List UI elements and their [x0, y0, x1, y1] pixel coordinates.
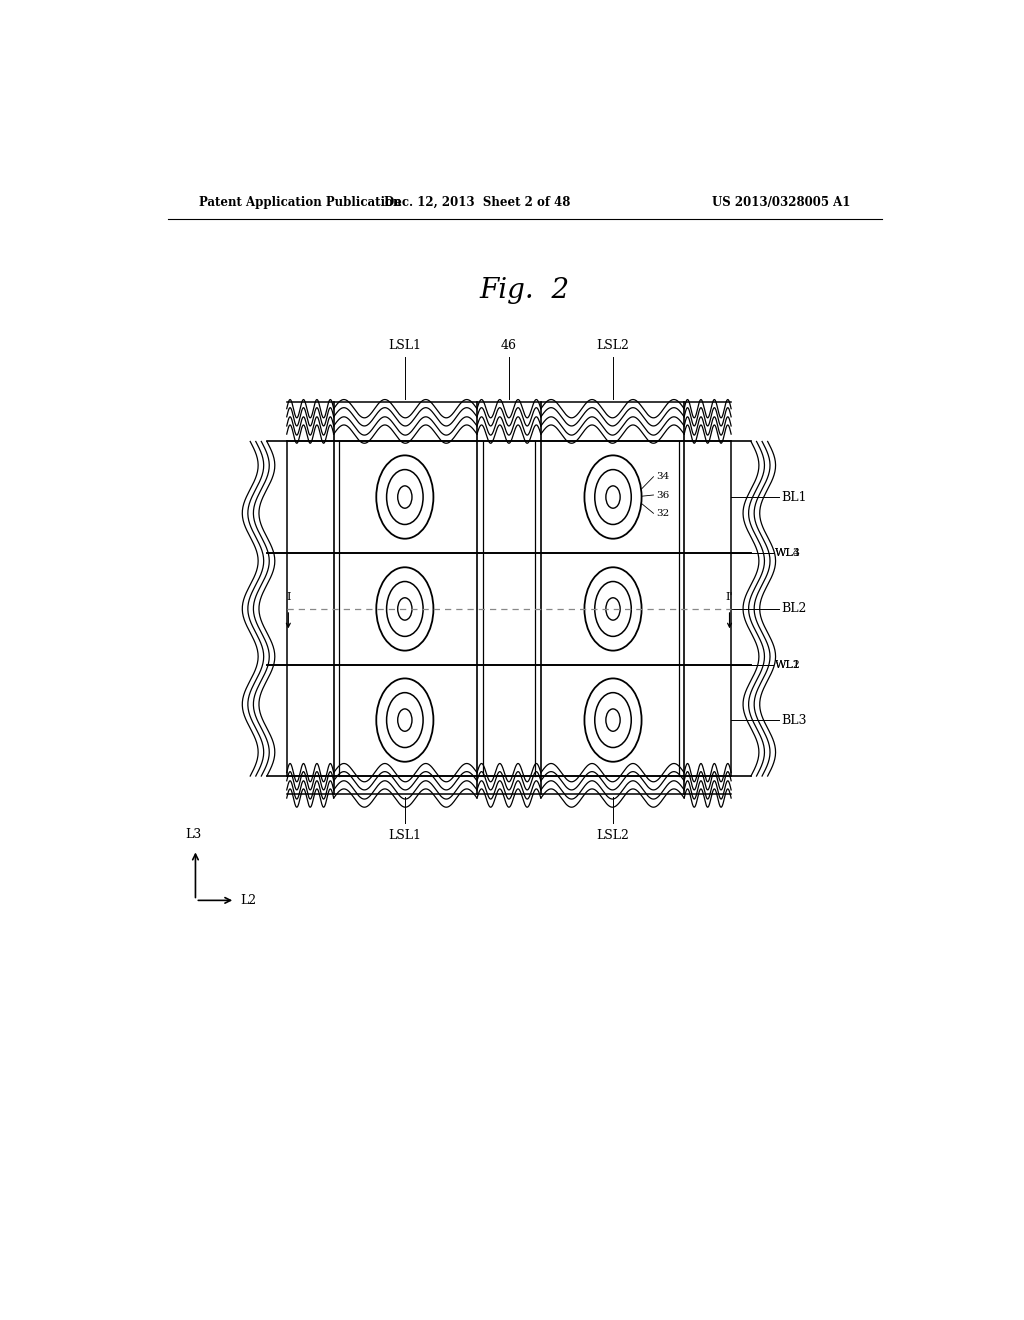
Ellipse shape [606, 486, 621, 508]
Text: BL3: BL3 [781, 714, 807, 727]
Text: Patent Application Publication: Patent Application Publication [200, 195, 402, 209]
Text: LSL2: LSL2 [597, 338, 630, 351]
Ellipse shape [397, 486, 412, 508]
Text: I': I' [726, 591, 733, 602]
Text: LSL2: LSL2 [597, 829, 630, 842]
Text: WL3: WL3 [775, 548, 801, 558]
Ellipse shape [397, 598, 412, 620]
Text: 36: 36 [655, 491, 669, 499]
Text: WL2: WL2 [775, 660, 801, 669]
Ellipse shape [397, 709, 412, 731]
Text: WL4: WL4 [775, 548, 801, 558]
Text: 32: 32 [655, 508, 669, 517]
Text: Dec. 12, 2013  Sheet 2 of 48: Dec. 12, 2013 Sheet 2 of 48 [384, 195, 570, 209]
Text: Fig.  2: Fig. 2 [479, 277, 570, 304]
Text: L2: L2 [241, 894, 257, 907]
Text: 46: 46 [501, 338, 517, 351]
Text: US 2013/0328005 A1: US 2013/0328005 A1 [712, 195, 850, 209]
Ellipse shape [606, 709, 621, 731]
Text: WL1: WL1 [775, 660, 801, 669]
Text: BL1: BL1 [781, 491, 807, 504]
Text: L3: L3 [185, 829, 202, 841]
Text: LSL1: LSL1 [388, 338, 421, 351]
Text: 34: 34 [655, 473, 669, 482]
Text: BL2: BL2 [781, 602, 807, 615]
Text: I: I [286, 591, 291, 602]
Text: LSL1: LSL1 [388, 829, 421, 842]
Ellipse shape [606, 598, 621, 620]
